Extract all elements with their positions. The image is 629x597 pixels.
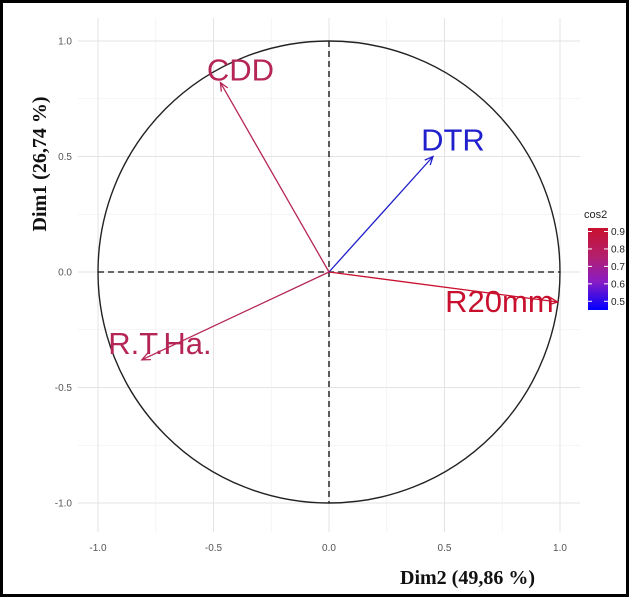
y-tick-label: -0.5 <box>55 383 73 394</box>
x-tick-label: -1.0 <box>89 543 107 554</box>
x-tick-label: 0.5 <box>438 543 452 554</box>
variable-arrow-head <box>140 352 151 361</box>
x-axis-label: Dim2 (49,86 %) <box>400 567 535 589</box>
variable-label: R20mm <box>445 284 554 319</box>
variable-label: CDD <box>207 53 274 88</box>
y-tick-label: 1.0 <box>58 37 72 48</box>
legend-colorbar <box>588 228 608 310</box>
variable-cdd: CDD <box>207 53 330 273</box>
variable-r20mm: R20mm <box>328 271 560 319</box>
variable-arrows: CDD DTR R20mm R.T.Ha. <box>108 53 560 361</box>
variable-dtr: DTR <box>328 123 485 273</box>
variable-arrow-line <box>328 271 558 303</box>
y-tick-label: -1.0 <box>55 499 73 510</box>
variable-arrow-head <box>424 155 435 166</box>
variable-label: DTR <box>421 123 485 158</box>
cos2-legend: cos2 0.9 0.8 0.7 0.6 0.5 <box>584 209 625 310</box>
legend-title: cos2 <box>584 209 607 221</box>
variable-arrow-head <box>548 296 560 306</box>
unit-circle <box>97 40 561 504</box>
y-tick-label: 0.5 <box>58 152 72 163</box>
variable-label: R.T.Ha. <box>108 326 211 361</box>
variable-r-t-ha: R.T.Ha. <box>108 271 330 361</box>
variable-arrow-head <box>219 81 229 92</box>
variable-arrow-line <box>219 82 330 273</box>
x-tick-label: 0.0 <box>322 543 336 554</box>
x-tick-label: 1.0 <box>553 543 567 554</box>
legend-tick-label: 0.9 <box>611 227 625 238</box>
variable-arrow-line <box>141 271 330 361</box>
legend-tick-label: 0.7 <box>611 262 625 273</box>
y-tick-label: 0.0 <box>58 268 72 279</box>
variable-arrow-line <box>328 156 434 273</box>
legend-tick-label: 0.8 <box>611 244 625 255</box>
legend-tick-label: 0.5 <box>611 297 625 308</box>
legend-ticks: 0.9 0.8 0.7 0.6 0.5 <box>588 227 625 308</box>
legend-tick-label: 0.6 <box>611 279 625 290</box>
x-tick-label: -0.5 <box>205 543 223 554</box>
x-axis-ticks: -1.0 -0.5 0.0 0.5 1.0 <box>89 543 567 554</box>
y-axis-ticks: 1.0 0.5 0.0 -0.5 -1.0 <box>55 37 73 510</box>
y-axis-label: Dim1 (26,74 %) <box>29 97 51 232</box>
